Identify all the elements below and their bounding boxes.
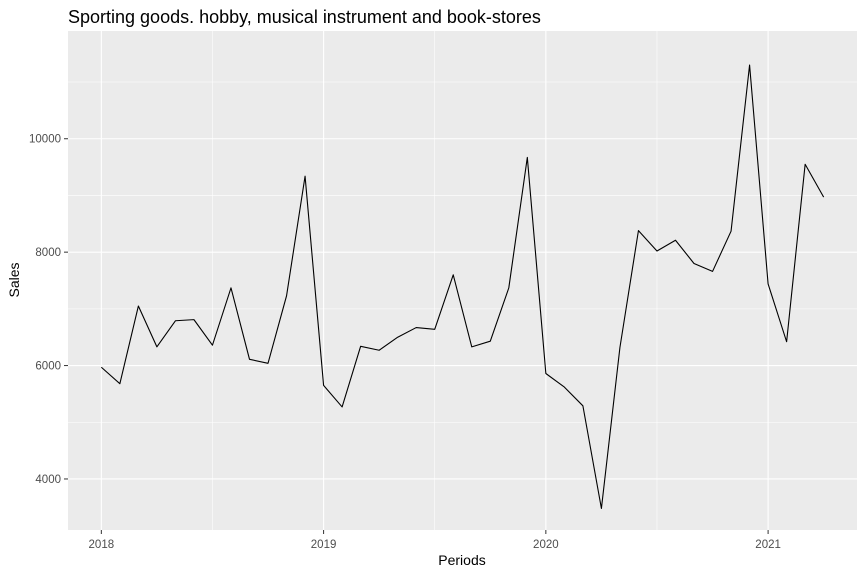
y-tick-label: 10000 [29, 134, 61, 146]
x-tick-label: 2020 [533, 539, 559, 551]
y-axis-title: Sales [6, 262, 22, 297]
x-tick-label: 2021 [755, 539, 781, 551]
series-layer [100, 64, 825, 510]
y-axis: 4000 6000 8000 10000 [29, 134, 68, 486]
x-tick-label: 2018 [89, 539, 115, 551]
x-tick-label: 2019 [311, 539, 337, 551]
x-axis: 2018 2019 2020 2021 [89, 530, 781, 551]
series-line-0 [100, 64, 825, 510]
chart-title: Sporting goods. hobby, musical instrumen… [68, 7, 541, 27]
y-tick-label: 4000 [35, 474, 61, 486]
y-tick-label: 6000 [35, 361, 61, 373]
major-gridlines [68, 31, 857, 530]
minor-gridlines [68, 31, 857, 530]
plot-panel [68, 31, 857, 530]
x-axis-title: Periods [438, 552, 485, 568]
y-tick-label: 8000 [35, 247, 61, 259]
